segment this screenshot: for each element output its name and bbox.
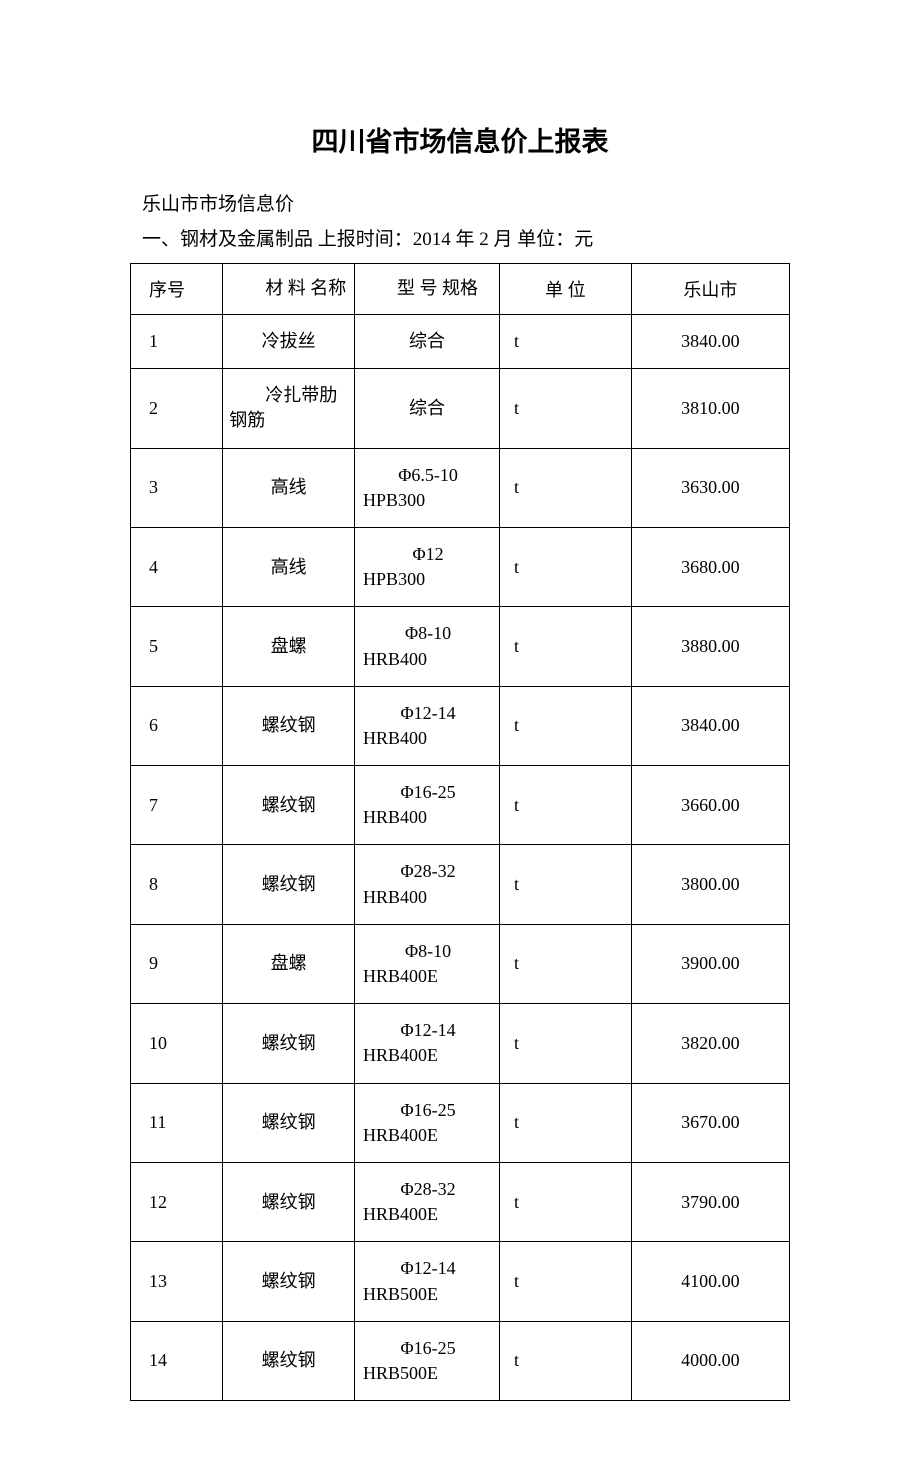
- cell-seq: 8: [131, 845, 223, 924]
- cell-seq: 6: [131, 686, 223, 765]
- table-row: 10螺纹钢Φ12-14HRB400Et3820.00: [131, 1004, 790, 1083]
- cell-price: 3840.00: [631, 315, 789, 369]
- cell-spec: Φ12-14HRB400: [355, 686, 500, 765]
- cell-seq: 14: [131, 1321, 223, 1400]
- col-header-name: 材 料 名称: [223, 264, 355, 315]
- cell-seq: 12: [131, 1162, 223, 1241]
- cell-unit: t: [500, 1083, 632, 1162]
- table-row: 4高线Φ12HPB300t3680.00: [131, 527, 790, 606]
- cell-seq: 1: [131, 315, 223, 369]
- cell-spec: 综合: [355, 315, 500, 369]
- cell-spec: Φ8-10HRB400E: [355, 924, 500, 1003]
- table-header-row: 序号 材 料 名称 型 号 规格 单 位 乐山市: [131, 264, 790, 315]
- cell-unit: t: [500, 369, 632, 448]
- cell-price: 3630.00: [631, 448, 789, 527]
- cell-name: 盘螺: [223, 607, 355, 686]
- document-info-line: 一、钢材及金属制品 上报时间：2014 年 2 月 单位：元: [130, 224, 790, 251]
- cell-spec: Φ12HPB300: [355, 527, 500, 606]
- cell-seq: 5: [131, 607, 223, 686]
- cell-unit: t: [500, 924, 632, 1003]
- cell-name: 螺纹钢: [223, 1004, 355, 1083]
- cell-name: 螺纹钢: [223, 1083, 355, 1162]
- cell-price: 3820.00: [631, 1004, 789, 1083]
- cell-seq: 2: [131, 369, 223, 448]
- table-row: 7螺纹钢Φ16-25HRB400t3660.00: [131, 766, 790, 845]
- cell-name: 冷扎带肋钢筋: [223, 369, 355, 448]
- cell-unit: t: [500, 686, 632, 765]
- table-row: 13螺纹钢Φ12-14HRB500Et4100.00: [131, 1242, 790, 1321]
- col-header-seq: 序号: [131, 264, 223, 315]
- cell-name: 螺纹钢: [223, 766, 355, 845]
- cell-price: 3900.00: [631, 924, 789, 1003]
- cell-name: 螺纹钢: [223, 1321, 355, 1400]
- cell-price: 3790.00: [631, 1162, 789, 1241]
- cell-price: 3660.00: [631, 766, 789, 845]
- cell-spec: Φ16-25HRB400E: [355, 1083, 500, 1162]
- cell-price: 3670.00: [631, 1083, 789, 1162]
- col-header-spec: 型 号 规格: [355, 264, 500, 315]
- cell-spec: Φ16-25HRB400: [355, 766, 500, 845]
- cell-spec: Φ28-32HRB400: [355, 845, 500, 924]
- cell-price: 3880.00: [631, 607, 789, 686]
- cell-unit: t: [500, 845, 632, 924]
- table-row: 6螺纹钢Φ12-14HRB400t3840.00: [131, 686, 790, 765]
- cell-unit: t: [500, 766, 632, 845]
- cell-seq: 11: [131, 1083, 223, 1162]
- cell-seq: 9: [131, 924, 223, 1003]
- cell-price: 4000.00: [631, 1321, 789, 1400]
- table-row: 12螺纹钢Φ28-32HRB400Et3790.00: [131, 1162, 790, 1241]
- col-header-price: 乐山市: [631, 264, 789, 315]
- cell-unit: t: [500, 607, 632, 686]
- cell-spec: 综合: [355, 369, 500, 448]
- table-row: 1冷拔丝综合t3840.00: [131, 315, 790, 369]
- cell-name: 螺纹钢: [223, 1162, 355, 1241]
- cell-spec: Φ8-10HRB400: [355, 607, 500, 686]
- cell-spec: Φ16-25HRB500E: [355, 1321, 500, 1400]
- price-table: 序号 材 料 名称 型 号 规格 单 位 乐山市 1冷拔丝综合t3840.002…: [130, 263, 790, 1401]
- cell-name: 螺纹钢: [223, 686, 355, 765]
- cell-unit: t: [500, 527, 632, 606]
- cell-seq: 4: [131, 527, 223, 606]
- cell-name: 螺纹钢: [223, 1242, 355, 1321]
- cell-unit: t: [500, 1242, 632, 1321]
- cell-unit: t: [500, 1321, 632, 1400]
- cell-name: 高线: [223, 527, 355, 606]
- table-row: 5盘螺Φ8-10HRB400t3880.00: [131, 607, 790, 686]
- cell-seq: 13: [131, 1242, 223, 1321]
- cell-seq: 7: [131, 766, 223, 845]
- table-row: 3高线Φ6.5-10HPB300t3630.00: [131, 448, 790, 527]
- cell-price: 3840.00: [631, 686, 789, 765]
- table-row: 9盘螺Φ8-10HRB400Et3900.00: [131, 924, 790, 1003]
- table-row: 2冷扎带肋钢筋综合t3810.00: [131, 369, 790, 448]
- table-row: 11螺纹钢Φ16-25HRB400Et3670.00: [131, 1083, 790, 1162]
- cell-unit: t: [500, 1004, 632, 1083]
- cell-seq: 3: [131, 448, 223, 527]
- document-title: 四川省市场信息价上报表: [130, 120, 790, 159]
- cell-price: 3680.00: [631, 527, 789, 606]
- cell-unit: t: [500, 1162, 632, 1241]
- document-subtitle: 乐山市市场信息价: [130, 189, 790, 216]
- cell-price: 3810.00: [631, 369, 789, 448]
- cell-spec: Φ12-14HRB500E: [355, 1242, 500, 1321]
- cell-price: 3800.00: [631, 845, 789, 924]
- cell-price: 4100.00: [631, 1242, 789, 1321]
- cell-seq: 10: [131, 1004, 223, 1083]
- table-row: 8螺纹钢Φ28-32HRB400t3800.00: [131, 845, 790, 924]
- table-row: 14螺纹钢Φ16-25HRB500Et4000.00: [131, 1321, 790, 1400]
- cell-name: 盘螺: [223, 924, 355, 1003]
- cell-name: 螺纹钢: [223, 845, 355, 924]
- cell-name: 高线: [223, 448, 355, 527]
- cell-name: 冷拔丝: [223, 315, 355, 369]
- cell-spec: Φ28-32HRB400E: [355, 1162, 500, 1241]
- cell-spec: Φ12-14HRB400E: [355, 1004, 500, 1083]
- col-header-unit: 单 位: [500, 264, 632, 315]
- cell-unit: t: [500, 448, 632, 527]
- cell-unit: t: [500, 315, 632, 369]
- cell-spec: Φ6.5-10HPB300: [355, 448, 500, 527]
